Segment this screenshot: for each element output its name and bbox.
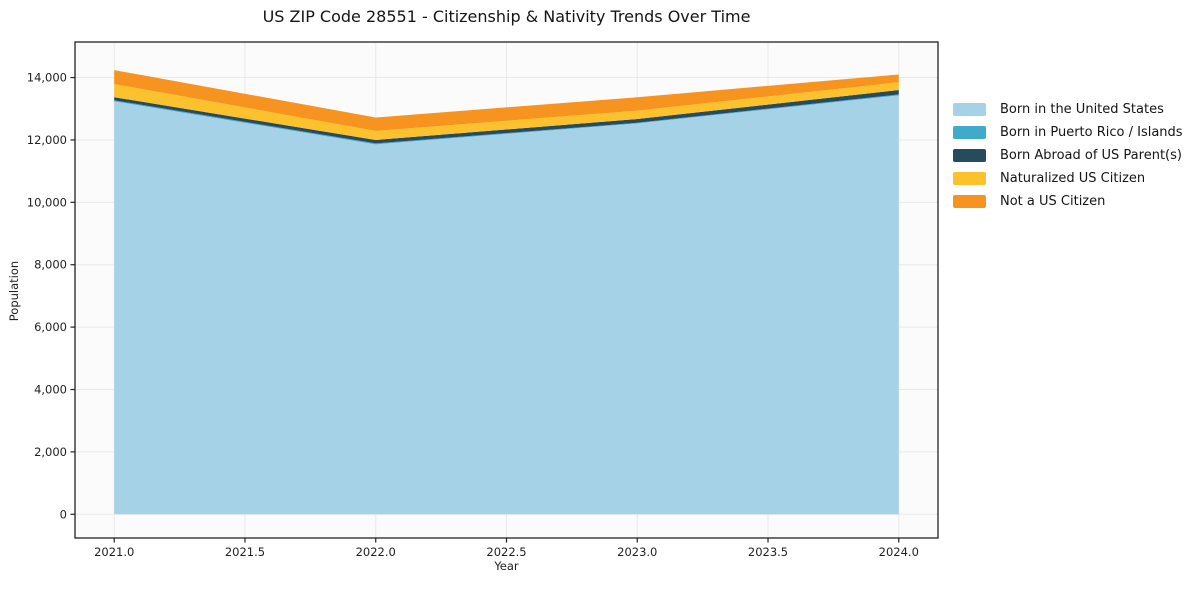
- legend-item-naturalized-us-citizen: Naturalized US Citizen: [953, 171, 1183, 187]
- chart-title: US ZIP Code 28551 - Citizenship & Nativi…: [262, 7, 751, 26]
- x-tick-label: 2023.5: [748, 545, 788, 559]
- legend-item-born-in-puerto-rico-islands: Born in Puerto Rico / Islands: [953, 125, 1183, 141]
- legend-swatch-icon: [953, 103, 986, 117]
- x-tick-label: 2024.0: [879, 545, 919, 559]
- legend-swatch-icon: [953, 172, 986, 186]
- area-series-born-in-the-united-states: [114, 95, 899, 515]
- x-tick-label: 2021.5: [225, 545, 265, 559]
- legend-swatch-icon: [953, 195, 986, 209]
- area-series-born-abroad-of-us-parent-s: [114, 90, 899, 144]
- legend-label: Not a US Citizen: [1000, 194, 1106, 210]
- x-tick-label: 2022.5: [486, 545, 526, 559]
- legend-item-not-a-us-citizen: Not a US Citizen: [953, 194, 1183, 210]
- y-tick-label: 0: [60, 507, 67, 521]
- y-tick-label: 8,000: [34, 258, 67, 272]
- x-tick-label: 2022.0: [356, 545, 396, 559]
- legend-item-born-in-the-united-states: Born in the United States: [953, 102, 1183, 118]
- legend-label: Naturalized US Citizen: [1000, 171, 1146, 187]
- legend-swatch-icon: [953, 149, 986, 163]
- legend-swatch-icon: [953, 126, 986, 140]
- x-tick-label: 2021.0: [94, 545, 134, 559]
- legend-label: Born in Puerto Rico / Islands: [1000, 125, 1183, 141]
- y-tick-label: 12,000: [27, 133, 67, 147]
- y-tick-label: 14,000: [27, 71, 67, 85]
- x-axis-label: Year: [494, 559, 519, 573]
- y-tick-label: 2,000: [34, 445, 67, 459]
- y-tick-label: 10,000: [27, 195, 67, 209]
- legend-label: Born Abroad of US Parent(s): [1000, 148, 1182, 164]
- y-tick-label: 4,000: [34, 383, 67, 397]
- legend-item-born-abroad-of-us-parent-s: Born Abroad of US Parent(s): [953, 148, 1183, 164]
- legend: Born in the United States Born in Puerto …: [953, 102, 1183, 210]
- area-series-not-a-us-citizen: [114, 70, 899, 131]
- y-tick-label: 6,000: [34, 320, 67, 334]
- x-tick-label: 2023.0: [617, 545, 657, 559]
- area-series-naturalized-us-citizen: [114, 82, 899, 140]
- legend-label: Born in the United States: [1000, 102, 1164, 118]
- y-axis-label: Population: [7, 260, 21, 322]
